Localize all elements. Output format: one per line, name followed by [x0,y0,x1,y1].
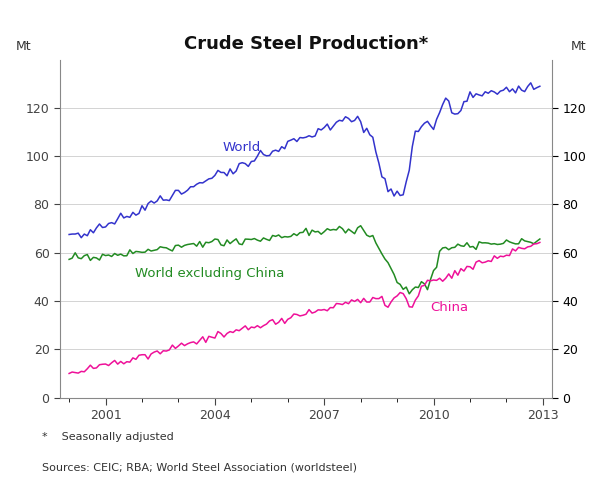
Text: World excluding China: World excluding China [135,267,284,280]
Text: World: World [222,141,260,155]
Text: Mt: Mt [571,40,586,53]
Text: *    Seasonally adjusted: * Seasonally adjusted [42,432,174,442]
Text: Mt: Mt [16,40,31,53]
Title: Crude Steel Production*: Crude Steel Production* [184,34,428,53]
Text: Sources: CEIC; RBA; World Steel Association (worldsteel): Sources: CEIC; RBA; World Steel Associat… [42,462,357,472]
Text: China: China [430,301,468,314]
